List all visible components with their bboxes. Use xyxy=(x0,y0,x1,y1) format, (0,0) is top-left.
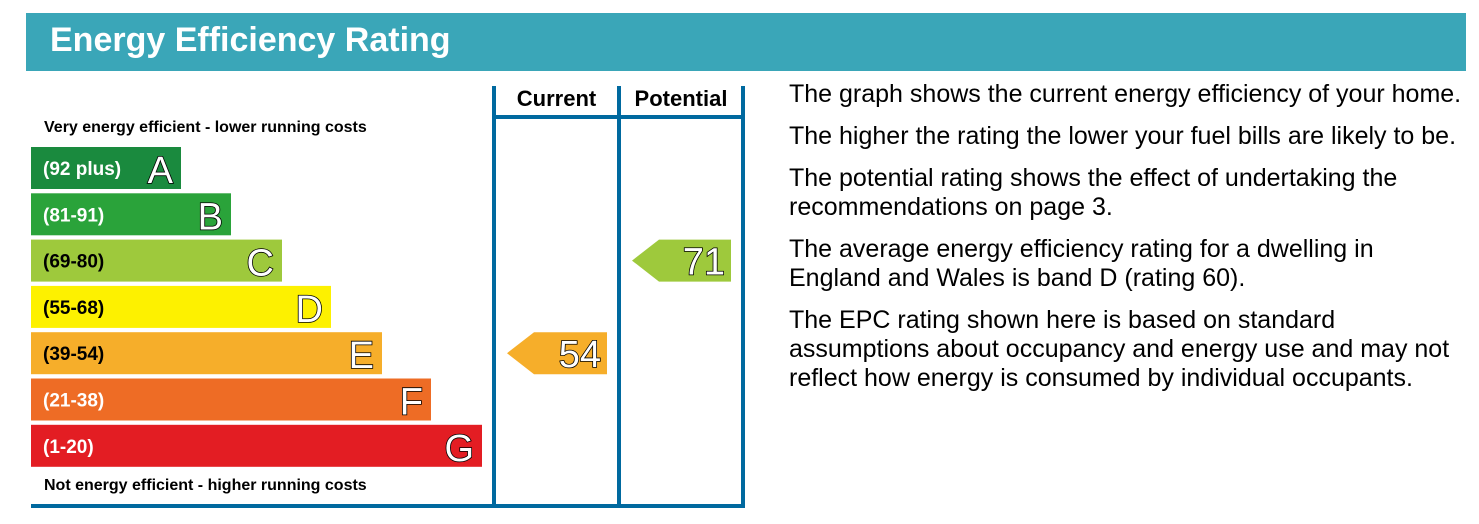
band-bar-d xyxy=(31,285,331,328)
description-paragraph-1: The graph shows the current energy effic… xyxy=(789,80,1462,108)
band-bar-a xyxy=(31,147,181,189)
potential-rating-value: 71 xyxy=(683,242,725,284)
band-range-e: (39-54) xyxy=(43,344,104,365)
band-letter-d: D xyxy=(296,289,323,331)
current-rating-arrow xyxy=(507,332,607,375)
description-paragraph-4: The average energy efficiency rating for… xyxy=(789,235,1374,292)
grid-header-line xyxy=(492,115,745,119)
band-range-f: (21-38) xyxy=(43,391,104,412)
band-letter-a: A xyxy=(148,150,174,192)
description-paragraph-2: The higher the rating the lower your fue… xyxy=(789,122,1457,150)
energy-rating-chart: Very energy efficient - lower running co… xyxy=(31,86,745,508)
band-letter-g: G xyxy=(444,428,474,470)
grid-vline-2 xyxy=(617,86,621,506)
band-range-c: (69-80) xyxy=(43,252,104,273)
description-panel: The graph shows the current energy effic… xyxy=(789,80,1469,406)
band-bar-b xyxy=(31,193,231,236)
column-header-potential: Potential xyxy=(635,86,728,111)
description-paragraph-5: The EPC rating shown here is based on st… xyxy=(789,306,1450,392)
band-range-g: (1-20) xyxy=(43,437,94,458)
band-range-a: (92 plus) xyxy=(43,159,121,180)
band-range-d: (55-68) xyxy=(43,298,104,319)
band-letter-e: E xyxy=(349,335,374,377)
band-bar-c xyxy=(31,239,282,282)
band-letter-f: F xyxy=(400,382,423,424)
page-title: Energy Efficiency Rating xyxy=(50,21,451,59)
grid-vline-3 xyxy=(741,86,745,506)
header-bar: Energy Efficiency Rating xyxy=(26,13,1466,71)
potential-rating-arrow xyxy=(632,239,731,282)
top-caption: Very energy efficient - lower running co… xyxy=(44,119,367,136)
grid-vline-1 xyxy=(492,86,496,506)
current-rating-value: 54 xyxy=(559,334,601,376)
band-bar-f xyxy=(31,378,431,421)
column-header-current: Current xyxy=(517,86,597,111)
bottom-caption: Not energy efficient - higher running co… xyxy=(44,477,367,494)
band-bar-g xyxy=(31,424,482,467)
chart-baseline xyxy=(31,504,745,508)
description-paragraph-3: The potential rating shows the effect of… xyxy=(789,164,1398,221)
band-range-b: (81-91) xyxy=(43,205,104,226)
band-bar-e xyxy=(31,332,382,375)
band-letter-b: B xyxy=(198,196,223,238)
band-letter-c: C xyxy=(247,243,274,285)
